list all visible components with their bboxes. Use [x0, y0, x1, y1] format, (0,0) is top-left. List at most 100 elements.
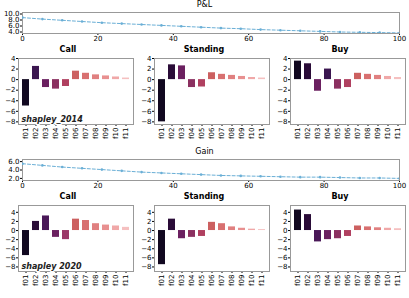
svg-text:0: 0: [283, 76, 287, 84]
svg-text:−8: −8: [141, 263, 151, 271]
svg-text:f03: f03: [178, 275, 186, 286]
svg-text:f07: f07: [354, 275, 362, 286]
svg-text:2: 2: [283, 65, 287, 73]
svg-text:4: 4: [147, 55, 152, 63]
svg-text:−4: −4: [5, 97, 16, 105]
svg-text:0: 0: [20, 35, 24, 43]
svg-text:−2: −2: [277, 236, 287, 244]
svg-text:f07: f07: [218, 128, 226, 139]
svg-text:−8: −8: [5, 263, 15, 271]
svg-text:10.0: 10.0: [4, 10, 20, 18]
svg-text:4: 4: [283, 55, 288, 63]
svg-text:shapley_2014: shapley_2014: [22, 115, 84, 124]
svg-text:f08: f08: [92, 128, 100, 139]
svg-text:2: 2: [11, 65, 15, 73]
svg-text:f10: f10: [112, 275, 120, 286]
svg-text:−6: −6: [277, 254, 288, 262]
svg-text:f11: f11: [394, 275, 402, 286]
svg-text:0: 0: [11, 76, 15, 84]
svg-text:−6: −6: [277, 108, 288, 116]
svg-text:f10: f10: [384, 128, 392, 139]
svg-text:4: 4: [11, 209, 16, 217]
svg-text:−8: −8: [141, 118, 151, 126]
svg-text:−4: −4: [5, 245, 16, 253]
svg-text:20: 20: [93, 182, 102, 190]
svg-text:f08: f08: [228, 275, 236, 286]
svg-text:f07: f07: [82, 275, 90, 286]
svg-text:f04: f04: [52, 274, 60, 286]
svg-text:f03: f03: [42, 128, 50, 139]
svg-text:shapley 2020: shapley 2020: [22, 262, 82, 271]
svg-text:0: 0: [20, 182, 24, 190]
svg-text:f05: f05: [62, 128, 70, 139]
svg-text:f11: f11: [122, 128, 130, 139]
svg-text:f06: f06: [344, 274, 352, 286]
svg-text:−4: −4: [277, 97, 288, 105]
svg-text:6.0: 6.0: [8, 158, 19, 166]
svg-text:−8: −8: [5, 118, 15, 126]
svg-text:60: 60: [244, 35, 253, 43]
svg-text:−6: −6: [141, 108, 152, 116]
svg-text:−2: −2: [277, 86, 287, 94]
svg-text:f04: f04: [324, 274, 332, 286]
svg-text:4: 4: [283, 209, 288, 217]
svg-text:f03: f03: [314, 275, 322, 286]
svg-text:f05: f05: [62, 275, 70, 286]
svg-text:80: 80: [320, 35, 329, 43]
svg-text:f02: f02: [32, 128, 40, 139]
svg-text:f07: f07: [354, 128, 362, 139]
svg-text:0: 0: [11, 227, 15, 235]
svg-text:f11: f11: [258, 275, 266, 286]
svg-text:0: 0: [147, 76, 151, 84]
svg-text:4.0: 4.0: [8, 166, 19, 174]
svg-text:f06: f06: [72, 274, 80, 286]
svg-text:f10: f10: [248, 275, 256, 286]
svg-text:80: 80: [320, 182, 329, 190]
svg-text:f08: f08: [364, 128, 372, 139]
svg-text:f02: f02: [32, 275, 40, 286]
svg-text:f06: f06: [72, 127, 80, 139]
svg-text:f05: f05: [334, 128, 342, 139]
svg-text:−2: −2: [141, 86, 151, 94]
svg-text:f09: f09: [238, 128, 246, 139]
svg-text:f02: f02: [304, 128, 312, 139]
svg-text:−4: −4: [141, 97, 152, 105]
svg-text:−2: −2: [141, 236, 151, 244]
svg-text:f08: f08: [364, 275, 372, 286]
svg-text:4: 4: [147, 209, 152, 217]
svg-text:f01: f01: [158, 128, 166, 139]
svg-text:20: 20: [93, 35, 102, 43]
svg-text:f01: f01: [294, 275, 302, 286]
svg-text:−2: −2: [5, 86, 15, 94]
svg-text:f02: f02: [168, 275, 176, 286]
svg-text:f11: f11: [258, 128, 266, 139]
svg-text:f03: f03: [178, 128, 186, 139]
svg-text:−4: −4: [277, 245, 288, 253]
svg-text:f01: f01: [158, 275, 166, 286]
svg-text:2.0: 2.0: [8, 175, 19, 183]
svg-text:100: 100: [393, 35, 406, 43]
svg-text:f09: f09: [374, 128, 382, 139]
svg-text:f08: f08: [92, 275, 100, 286]
svg-text:f09: f09: [102, 128, 110, 139]
svg-text:f06: f06: [208, 127, 216, 139]
svg-text:f03: f03: [42, 275, 50, 286]
svg-text:f10: f10: [384, 275, 392, 286]
svg-text:f11: f11: [122, 275, 130, 286]
svg-text:−4: −4: [141, 245, 152, 253]
svg-text:2: 2: [283, 218, 287, 226]
svg-text:f09: f09: [102, 275, 110, 286]
svg-text:−6: −6: [5, 254, 16, 262]
svg-text:4: 4: [11, 55, 16, 63]
svg-text:f04: f04: [52, 127, 60, 139]
svg-text:−6: −6: [141, 254, 152, 262]
svg-text:60: 60: [244, 182, 253, 190]
svg-text:f02: f02: [304, 275, 312, 286]
svg-text:f01: f01: [22, 275, 30, 286]
svg-text:f08: f08: [228, 128, 236, 139]
svg-text:f07: f07: [218, 275, 226, 286]
svg-text:f05: f05: [198, 275, 206, 286]
svg-text:−6: −6: [5, 108, 16, 116]
svg-text:f01: f01: [294, 128, 302, 139]
svg-text:100: 100: [393, 182, 406, 190]
